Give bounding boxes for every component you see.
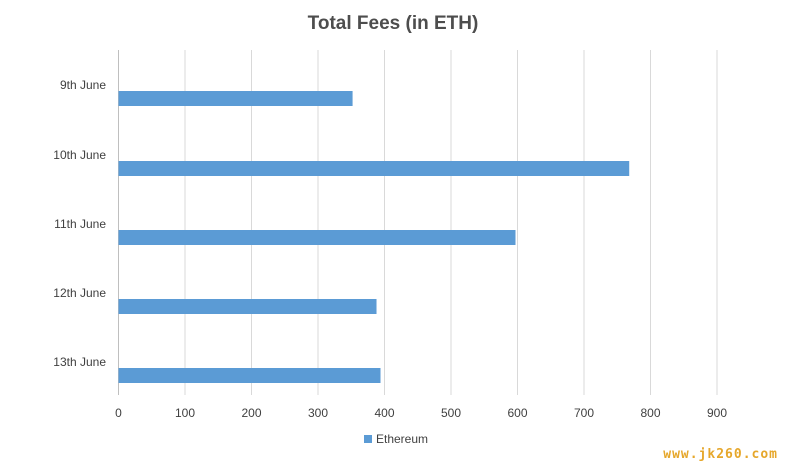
x-tick-label-100: 100: [175, 406, 195, 420]
legend-swatch-ethereum: [364, 435, 372, 443]
x-tick-label-600: 600: [507, 406, 527, 420]
x-tick-labels: 0 100 200 300 400 500 600 700 800 900: [115, 406, 727, 420]
category-label-9th-june: 9th June: [60, 78, 106, 92]
bar-11th-june: [118, 230, 516, 245]
watermark: www.jk260.com: [663, 447, 778, 462]
legend: Ethereum: [364, 432, 428, 446]
bar-13th-june: [118, 368, 381, 383]
x-tick-label-900: 900: [707, 406, 727, 420]
gridlines: [118, 50, 718, 395]
category-labels: 9th June 10th June 11th June 12th June 13th …: [53, 78, 106, 369]
bar-10th-june: [118, 161, 630, 176]
category-label-13th-june: 13th June: [53, 355, 106, 369]
category-label-12th-june: 12th June: [53, 286, 106, 300]
x-tick-label-0: 0: [115, 406, 122, 420]
chart-title: Total Fees (in ETH): [308, 13, 479, 34]
bar-12th-june: [118, 299, 377, 314]
bar-9th-june: [118, 91, 353, 106]
category-label-11th-june: 11th June: [54, 217, 106, 231]
legend-label-ethereum: Ethereum: [376, 432, 428, 446]
x-tick-label-300: 300: [308, 406, 328, 420]
category-label-10th-june: 10th June: [53, 148, 106, 162]
x-tick-label-500: 500: [441, 406, 461, 420]
bars: [118, 91, 630, 383]
x-tick-label-400: 400: [374, 406, 394, 420]
x-tick-label-200: 200: [241, 406, 261, 420]
x-tick-label-800: 800: [640, 406, 660, 420]
x-tick-label-700: 700: [574, 406, 594, 420]
